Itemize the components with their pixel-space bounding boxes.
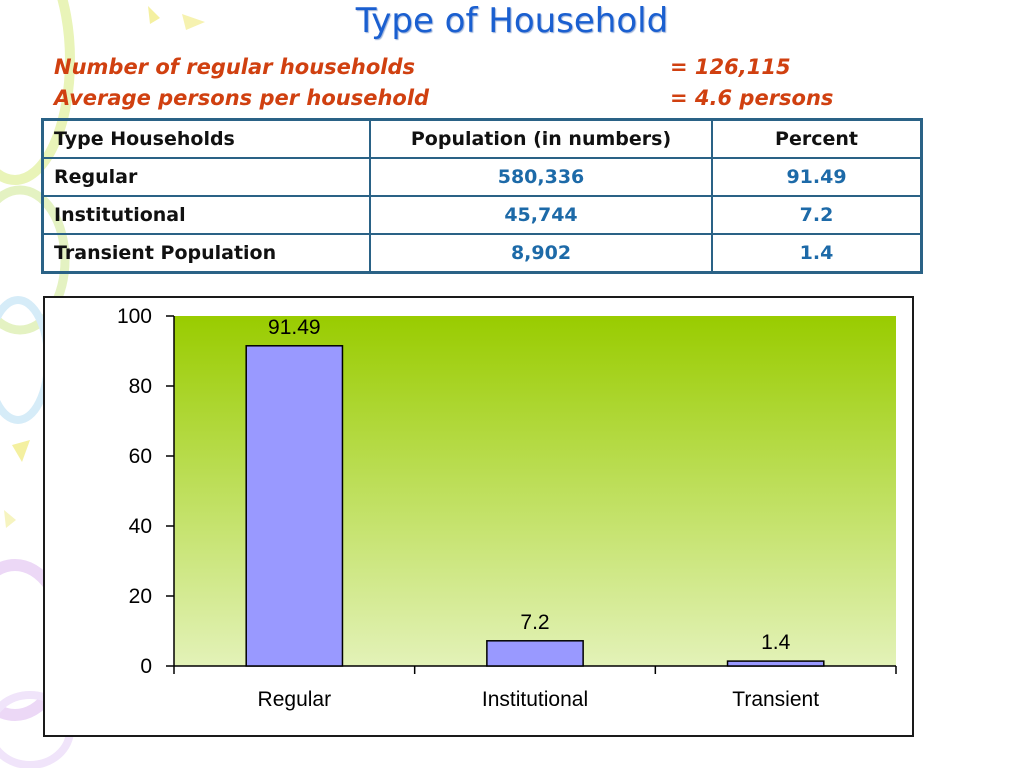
cell-percent: 1.4 — [711, 233, 923, 274]
column-header-population: Population (in numbers) — [369, 118, 713, 159]
bar — [486, 640, 584, 667]
y-tick-label: 60 — [129, 445, 152, 468]
chart-container: 0 20 40 60 80 100 91.49 Regular 7.2 Institutional… — [43, 296, 914, 737]
table-row: Institutional 45,744 7.2 — [41, 195, 923, 235]
cell-type: Transient Population — [41, 233, 371, 274]
cell-population: 580,336 — [369, 157, 713, 197]
summary-row-households: Number of regular households = 126,115 — [54, 52, 934, 83]
y-tick-label: 20 — [129, 585, 152, 608]
data-label: 91.49 — [268, 316, 321, 339]
summary-block: Number of regular households = 126,115 A… — [54, 52, 934, 114]
decor-circle-left — [0, 296, 52, 424]
table-row: Regular 580,336 91.49 — [41, 157, 923, 197]
decor-star-left — [12, 440, 30, 462]
decor-star-left-2 — [4, 510, 16, 528]
summary-value: = 126,115 — [670, 55, 791, 79]
data-label: 7.2 — [520, 611, 549, 634]
x-tick-label: Transient — [732, 688, 819, 711]
cell-population: 45,744 — [369, 195, 713, 235]
cell-type: Institutional — [41, 195, 371, 235]
column-header-type: Type Households — [41, 118, 371, 159]
data-label: 1.4 — [761, 631, 791, 654]
summary-label: Average persons per household — [54, 86, 430, 110]
y-tick-label: 100 — [117, 305, 152, 328]
cell-percent: 91.49 — [711, 157, 923, 197]
y-tick-label: 80 — [129, 375, 152, 398]
summary-label: Number of regular households — [54, 55, 416, 79]
cell-percent: 7.2 — [711, 195, 923, 235]
bar — [726, 660, 825, 667]
household-table: Type Households Population (in numbers) … — [41, 118, 923, 274]
y-tick-label: 0 — [140, 655, 152, 678]
x-tick-label: Institutional — [482, 688, 588, 711]
table-header-row: Type Households Population (in numbers) … — [41, 118, 923, 159]
bar-chart: 0 20 40 60 80 100 91.49 Regular 7.2 Institutional… — [117, 305, 897, 711]
page-title: Type of Household — [355, 1, 669, 41]
x-tick-label: Regular — [258, 688, 332, 711]
summary-row-persons: Average persons per household = 4.6 pers… — [54, 83, 934, 114]
cell-population: 8,902 — [369, 233, 713, 274]
table-row: Transient Population 8,902 1.4 — [41, 233, 923, 274]
cell-type: Regular — [41, 157, 371, 197]
y-tick-label: 40 — [129, 515, 152, 538]
summary-value: = 4.6 persons — [670, 86, 834, 110]
column-header-percent: Percent — [711, 118, 923, 159]
bar — [245, 345, 344, 667]
